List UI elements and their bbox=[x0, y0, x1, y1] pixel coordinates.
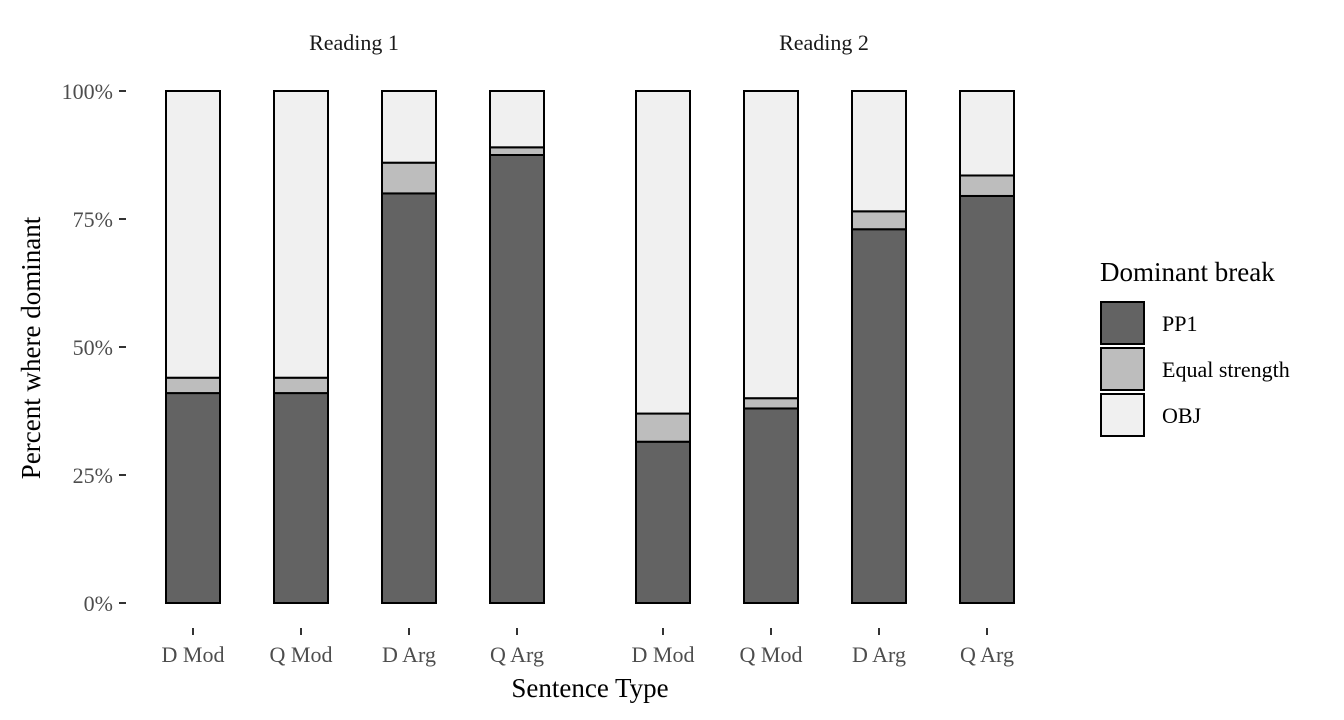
bar-segment-obj bbox=[165, 90, 221, 379]
y-tick-label: 50% bbox=[73, 335, 113, 360]
x-tick-label: Q Arg bbox=[960, 642, 1014, 667]
legend-key-equal-strength bbox=[1100, 347, 1145, 391]
bar-segment-equal-strength bbox=[743, 397, 799, 410]
bar-segment-pp1 bbox=[851, 228, 907, 605]
x-tick-label: Q Mod bbox=[740, 642, 803, 667]
bar-segment-pp1 bbox=[743, 407, 799, 604]
legend-key-obj bbox=[1100, 393, 1145, 437]
y-tick-label: 100% bbox=[62, 79, 113, 104]
bar-segment-pp1 bbox=[381, 192, 437, 604]
x-tick-label: D Mod bbox=[632, 642, 695, 667]
facet-title: Reading 1 bbox=[309, 30, 399, 55]
bar-segment-obj bbox=[851, 90, 907, 213]
y-tick-label: 25% bbox=[73, 463, 113, 488]
y-axis-title: Percent where dominant bbox=[16, 216, 46, 479]
x-tick-label: Q Mod bbox=[270, 642, 333, 667]
bar-segment-equal-strength bbox=[381, 161, 437, 195]
bar-segment-equal-strength bbox=[851, 210, 907, 231]
legend-label: PP1 bbox=[1162, 311, 1197, 336]
facet-reading-2: Reading 2 D Mod Q Mod D Arg Q Arg bbox=[632, 30, 1015, 667]
legend-label: Equal strength bbox=[1162, 357, 1290, 382]
bar-segment-obj bbox=[489, 90, 545, 149]
bar-segment-equal-strength bbox=[635, 412, 691, 443]
legend: Dominant break PP1 Equal strength OBJ bbox=[1100, 257, 1290, 437]
legend-key-pp1 bbox=[1100, 301, 1145, 345]
legend-title: Dominant break bbox=[1100, 257, 1275, 287]
x-tick-label: D Arg bbox=[382, 642, 436, 667]
bar-segment-equal-strength bbox=[273, 376, 329, 395]
x-axis-title: Sentence Type bbox=[511, 673, 668, 703]
x-tick-label: Q Arg bbox=[490, 642, 544, 667]
facet-title: Reading 2 bbox=[779, 30, 869, 55]
x-tick-label: D Arg bbox=[852, 642, 906, 667]
y-tick-label: 75% bbox=[73, 207, 113, 232]
bar-segment-pp1 bbox=[959, 194, 1015, 605]
bar-segment-obj bbox=[273, 90, 329, 379]
y-axis: 0% 25% 50% 75% 100% bbox=[62, 79, 126, 616]
bar-segment-equal-strength bbox=[165, 376, 221, 395]
y-tick-label: 0% bbox=[84, 591, 113, 616]
legend-label: OBJ bbox=[1162, 403, 1202, 428]
bar-segment-equal-strength bbox=[489, 146, 545, 157]
bar-segment-equal-strength bbox=[959, 174, 1015, 197]
bar-segment-pp1 bbox=[165, 392, 221, 604]
x-tick-label: D Mod bbox=[162, 642, 225, 667]
bar-segment-obj bbox=[381, 90, 437, 164]
bar-segment-pp1 bbox=[273, 392, 329, 604]
facets: Reading 1 D Mod Q Mod D Arg Q Arg Reading 2 D … bbox=[162, 30, 1015, 667]
bar-segment-obj bbox=[743, 90, 799, 400]
bar-segment-obj bbox=[635, 90, 691, 415]
bar-segment-obj bbox=[959, 90, 1015, 177]
bar-segment-pp1 bbox=[489, 154, 545, 604]
bar-segment-pp1 bbox=[635, 440, 691, 604]
facet-reading-1: Reading 1 D Mod Q Mod D Arg Q Arg bbox=[162, 30, 545, 667]
